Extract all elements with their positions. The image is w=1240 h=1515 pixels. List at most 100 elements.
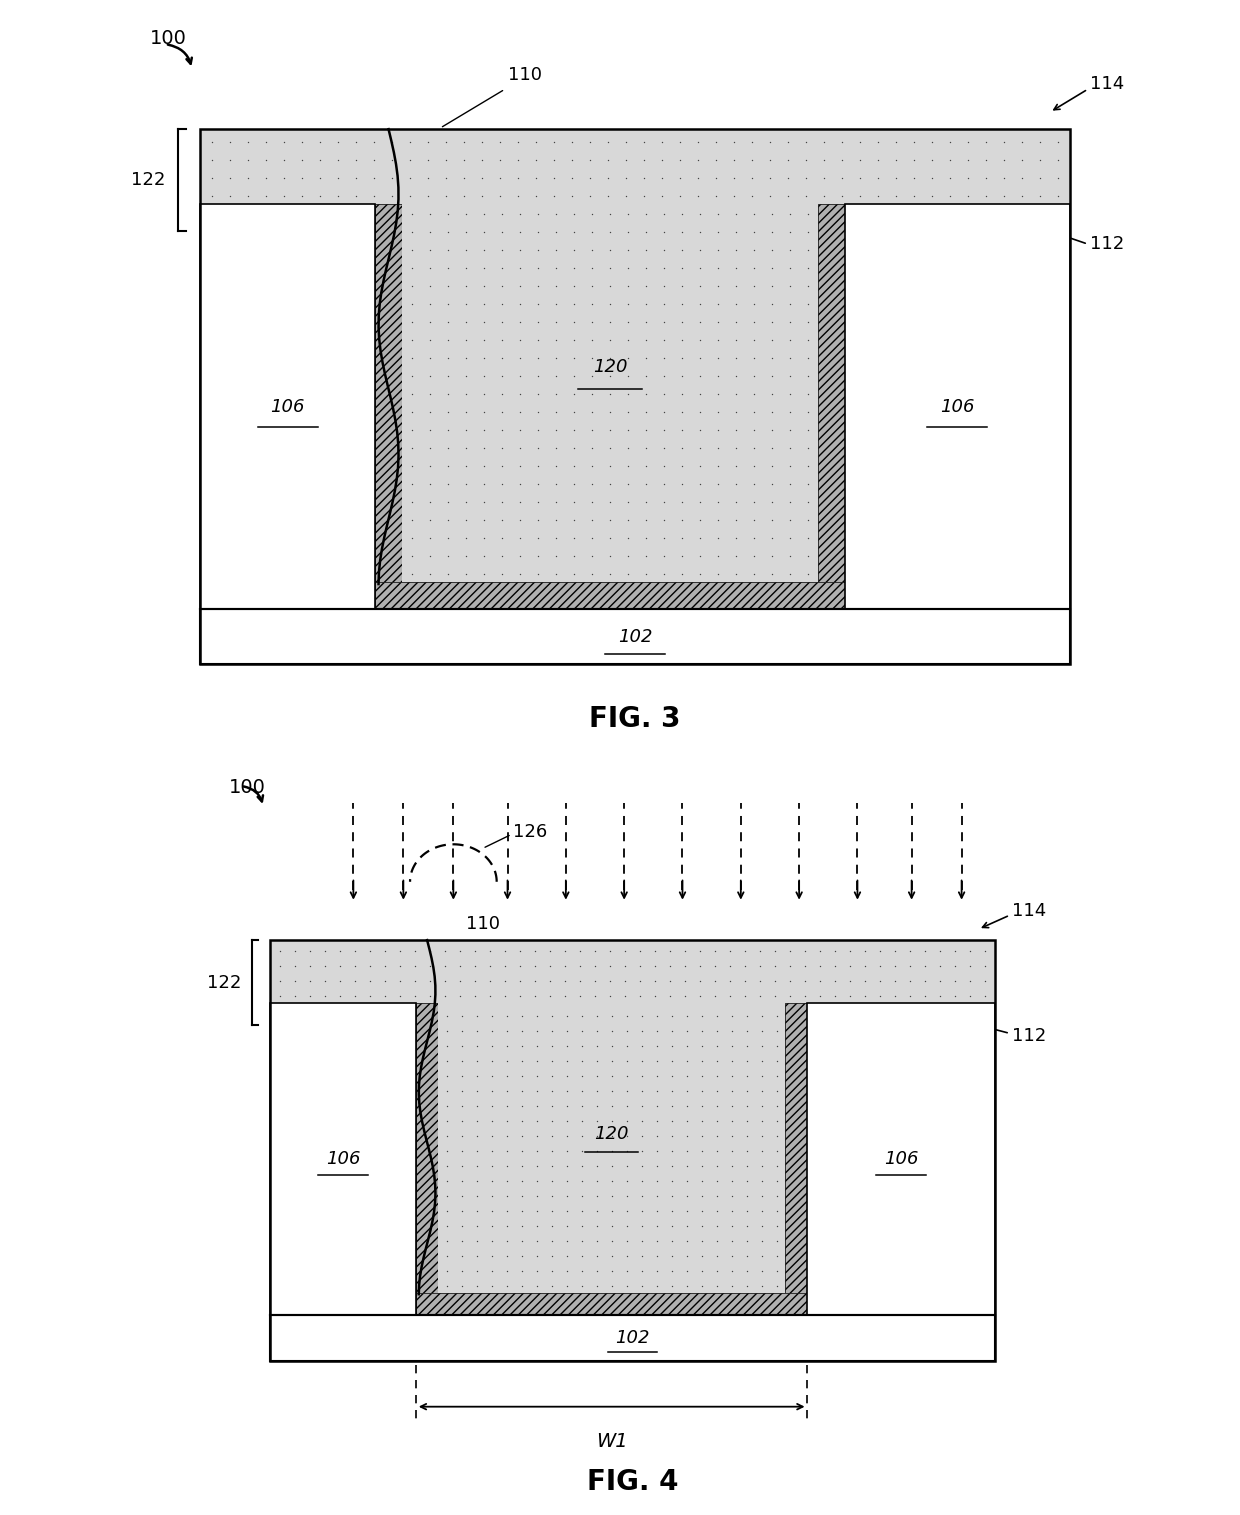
Point (737, 1244, 756, 1268)
Point (490, 183, 510, 208)
Point (780, 292, 800, 317)
Point (780, 489, 800, 514)
Point (451, 1274, 471, 1298)
Point (564, 382, 584, 406)
Point (799, 201, 818, 226)
Text: 110: 110 (508, 67, 542, 85)
Point (744, 382, 764, 406)
Point (492, 292, 512, 317)
Point (238, 148, 258, 173)
Point (653, 436, 673, 461)
Point (672, 201, 692, 226)
Point (402, 345, 422, 370)
Point (557, 1048, 577, 1073)
Point (527, 1154, 547, 1179)
Point (542, 1018, 562, 1042)
Point (557, 1154, 577, 1179)
Point (528, 238, 548, 262)
Point (1048, 167, 1068, 191)
Point (636, 508, 656, 532)
Point (465, 939, 485, 964)
Point (541, 968, 560, 992)
Point (727, 327, 746, 351)
Point (795, 968, 815, 992)
Point (438, 489, 458, 514)
Point (915, 954, 935, 979)
Point (557, 1244, 577, 1268)
Point (542, 1198, 562, 1223)
Point (497, 1168, 517, 1192)
Text: 100: 100 (150, 29, 187, 48)
Point (562, 167, 582, 191)
Point (285, 983, 305, 1007)
Point (497, 1244, 517, 1268)
Point (492, 400, 512, 424)
Point (777, 167, 797, 191)
Point (780, 364, 800, 388)
Point (365, 148, 384, 173)
Point (420, 274, 440, 298)
Point (510, 311, 529, 335)
Point (600, 489, 620, 514)
Point (662, 1183, 682, 1207)
Point (742, 130, 761, 155)
Point (600, 382, 620, 406)
Point (466, 1079, 486, 1103)
Bar (785, 1003, 807, 1315)
Point (512, 1214, 532, 1238)
Point (527, 1064, 547, 1088)
Point (526, 183, 546, 208)
Bar (200, 609, 1070, 664)
Point (600, 201, 620, 226)
Point (497, 1198, 517, 1223)
Point (763, 238, 782, 262)
Point (751, 1004, 771, 1029)
Point (631, 1094, 651, 1118)
Point (647, 1168, 667, 1192)
Point (564, 526, 584, 550)
Point (492, 526, 512, 550)
Point (376, 983, 396, 1007)
Point (544, 183, 564, 208)
Point (402, 364, 422, 388)
Point (677, 1183, 697, 1207)
Point (542, 1229, 562, 1253)
Point (631, 1259, 651, 1283)
Point (420, 489, 440, 514)
Point (402, 544, 422, 568)
Point (472, 183, 492, 208)
Point (766, 1064, 786, 1088)
Point (672, 508, 692, 532)
Point (618, 201, 637, 226)
Point (556, 954, 575, 979)
Point (616, 1154, 636, 1179)
Point (546, 562, 565, 586)
Point (495, 954, 515, 979)
Point (795, 954, 815, 979)
Point (474, 562, 494, 586)
Point (456, 544, 476, 568)
Bar (374, 205, 402, 609)
Point (582, 489, 601, 514)
Point (647, 1154, 667, 1179)
Point (727, 238, 746, 262)
Point (546, 508, 565, 532)
Point (799, 364, 818, 388)
Point (706, 148, 725, 173)
Text: 102: 102 (618, 627, 652, 645)
Point (780, 526, 800, 550)
Point (691, 292, 711, 317)
Point (708, 345, 728, 370)
Point (438, 473, 458, 497)
Point (480, 939, 500, 964)
Point (456, 274, 476, 298)
Point (580, 167, 600, 191)
Point (510, 400, 529, 424)
Point (653, 345, 673, 370)
Point (456, 418, 476, 442)
Point (556, 968, 575, 992)
Point (708, 201, 728, 226)
Point (528, 400, 548, 424)
Point (751, 1094, 771, 1118)
Point (564, 508, 584, 532)
